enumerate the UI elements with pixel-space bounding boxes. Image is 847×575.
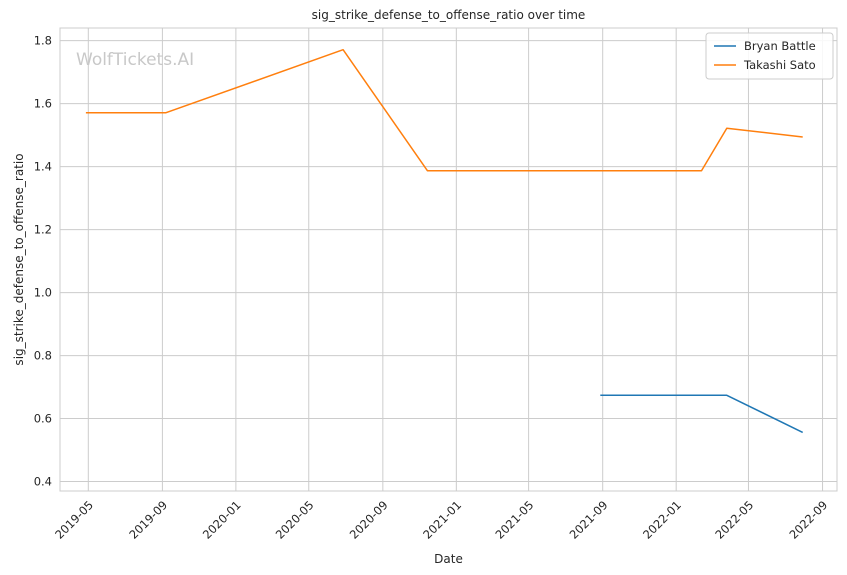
y-tick-label: 1.4 [34, 160, 52, 174]
legend-box [705, 32, 834, 80]
legend: Bryan Battle Takashi Sato [705, 32, 834, 80]
plot-frame [59, 27, 838, 492]
y-tick-label: 1.0 [34, 286, 52, 300]
y-tick-label: 1.6 [34, 97, 52, 111]
legend-label: Bryan Battle [744, 39, 816, 53]
series-layer [85, 48, 804, 434]
y-tick-label: 0.4 [34, 475, 52, 489]
x-axis-title: Date [434, 552, 463, 566]
y-axis-title: sig_strike_defense_to_offense_ratio [12, 153, 26, 365]
y-tick-label: 0.8 [34, 349, 52, 363]
watermark: WolfTickets.AI [76, 50, 194, 70]
series-line-takashi-sato [85, 48, 803, 172]
y-tick-label: 1.2 [34, 223, 52, 237]
series-line-bryan-battle [600, 394, 804, 434]
chart-title: sig_strike_defense_to_offense_ratio over… [312, 8, 586, 22]
y-axis-ticks: 0.4 0.6 0.8 1.0 1.2 1.4 1.6 1.8 [34, 34, 52, 489]
grid-lines [60, 28, 837, 491]
y-tick-label: 0.6 [34, 412, 52, 426]
y-tick-label: 1.8 [34, 34, 52, 48]
legend-label: Takashi Sato [743, 58, 816, 72]
